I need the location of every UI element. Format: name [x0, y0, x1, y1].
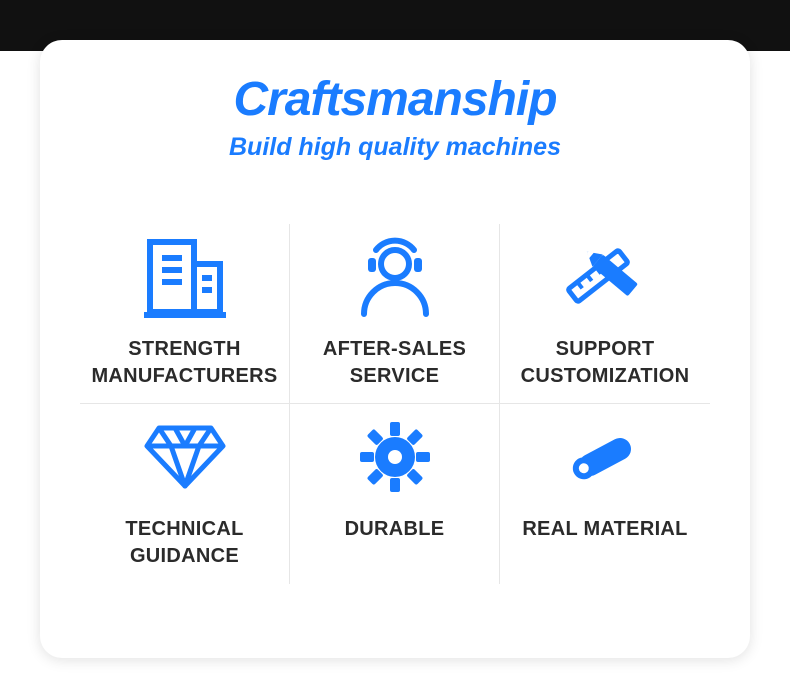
feature-label: SUPPORT CUSTOMIZATION	[521, 336, 690, 390]
material-roll-icon	[560, 412, 650, 502]
features-card: Craftsmanship Build high quality machine…	[40, 40, 750, 658]
support-agent-icon	[350, 232, 440, 322]
card-title: Craftsmanship	[40, 72, 750, 127]
gear-icon	[350, 412, 440, 502]
card-subtitle: Build high quality machines	[40, 133, 750, 162]
feature-cell-aftersales: AFTER-SALES SERVICE	[290, 224, 500, 404]
feature-label: TECHNICAL GUIDANCE	[125, 516, 243, 570]
feature-cell-durable: DURABLE	[290, 404, 500, 584]
feature-cell-material: REAL MATERIAL	[500, 404, 710, 584]
feature-label: DURABLE	[345, 516, 445, 543]
feature-cell-guidance: TECHNICAL GUIDANCE	[80, 404, 290, 584]
pencil-ruler-icon	[560, 232, 650, 322]
feature-cell-strength: STRENGTH MANUFACTURERS	[80, 224, 290, 404]
features-grid: STRENGTH MANUFACTURERS AFTER-SALES SERVI…	[80, 224, 710, 584]
feature-cell-customization: SUPPORT CUSTOMIZATION	[500, 224, 710, 404]
diamond-icon	[140, 412, 230, 502]
feature-label: REAL MATERIAL	[522, 516, 687, 543]
feature-label: STRENGTH MANUFACTURERS	[91, 336, 277, 390]
feature-label: AFTER-SALES SERVICE	[323, 336, 466, 390]
buildings-icon	[140, 232, 230, 322]
